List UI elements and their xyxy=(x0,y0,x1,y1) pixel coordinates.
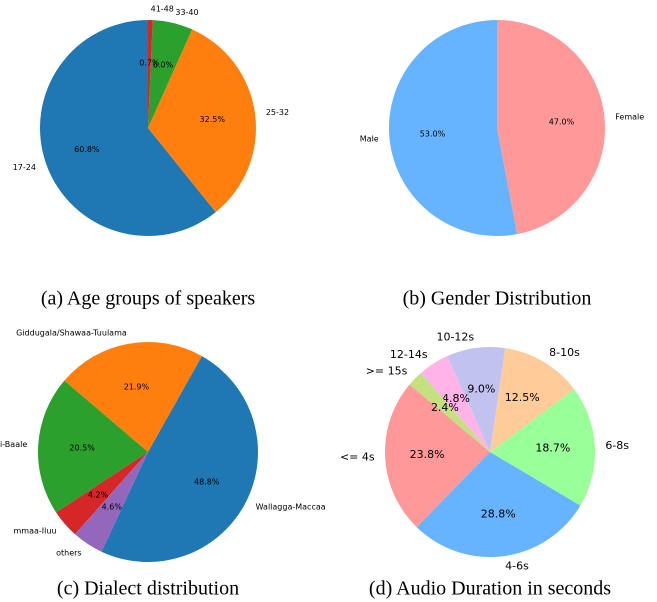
pie-percent-label: 18.7% xyxy=(535,442,570,455)
pie-wedge xyxy=(388,20,518,236)
caption: (c) Dialect distribution xyxy=(57,578,239,600)
pie-category-label: 25-32 xyxy=(266,108,289,117)
pie-wedge xyxy=(37,380,148,513)
pie-wedge xyxy=(497,20,605,235)
pie-category-label: Giddugala/Shawaa-Tuulama xyxy=(16,328,127,337)
pie-category-label: Male xyxy=(360,135,379,144)
pie-wedge xyxy=(64,342,202,452)
pie-category-label: >= 15s xyxy=(366,364,408,377)
pie-category-label: Arsii-Baale xyxy=(0,440,27,449)
pie-percent-label: 6.0% xyxy=(153,60,174,69)
pie-wedge xyxy=(420,356,490,452)
pie-wedge xyxy=(447,347,506,452)
pie-wedge xyxy=(148,20,153,128)
pie-wedge xyxy=(490,389,595,506)
pie-wedge xyxy=(101,356,258,562)
pie-percent-label: 53.0% xyxy=(420,130,446,139)
pie-wedge xyxy=(148,20,193,128)
pie-wedge xyxy=(148,29,256,213)
caption: (a) Age groups of speakers xyxy=(41,288,256,310)
pie-wedge xyxy=(409,373,490,452)
pie-category-label: Female xyxy=(615,112,644,121)
pie-percent-label: 32.5% xyxy=(200,115,226,124)
pie-category-label: 4-6s xyxy=(505,560,529,573)
pie-category-label: <= 4s xyxy=(340,451,375,464)
pie-category-label: 10-12s xyxy=(436,331,474,344)
caption: (b) Gender Distribution xyxy=(403,288,592,310)
pie-percent-label: 4.2% xyxy=(88,491,109,500)
pie-category-label: mmaa-Iluu xyxy=(14,527,57,536)
pie-category-label: 8-10s xyxy=(549,346,580,359)
pie-percent-label: 60.8% xyxy=(74,145,100,154)
pie-percent-label: 2.4% xyxy=(431,401,459,414)
pie-percent-label: 47.0% xyxy=(549,117,575,126)
pie-percent-label: 20.5% xyxy=(69,443,95,452)
pie-category-label: others xyxy=(56,549,81,558)
pie-wedge xyxy=(75,452,148,552)
pie-percent-label: 0.7% xyxy=(139,59,160,68)
pie-wedge xyxy=(385,384,490,528)
pie-percent-label: 4.8% xyxy=(442,392,470,405)
pie-category-label: Wallagga-Maccaa xyxy=(256,503,326,512)
pie-wedge xyxy=(56,452,148,535)
pie-wedge xyxy=(490,348,575,452)
pie-category-label: 33-40 xyxy=(175,8,198,17)
pie-percent-label: 28.8% xyxy=(481,507,516,520)
pie-category-label: 6-8s xyxy=(605,439,629,452)
pie-category-label: 12-14s xyxy=(390,348,428,361)
pie-category-label: 41-48 xyxy=(151,5,174,14)
pie-wedge xyxy=(416,452,581,557)
pie-percent-label: 4.6% xyxy=(102,503,123,512)
pie-percent-label: 21.9% xyxy=(124,383,150,392)
pie-category-label: 17-24 xyxy=(13,163,36,172)
pie-percent-label: 48.8% xyxy=(194,478,220,487)
pie-wedge xyxy=(39,20,216,237)
pie-percent-label: 9.0% xyxy=(467,383,495,396)
pie-percent-label: 23.8% xyxy=(410,448,445,461)
caption: (d) Audio Duration in seconds xyxy=(369,578,611,600)
pie-percent-label: 12.5% xyxy=(505,391,540,404)
